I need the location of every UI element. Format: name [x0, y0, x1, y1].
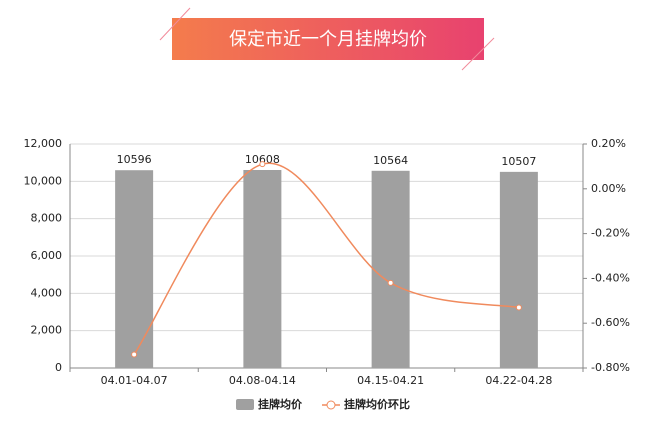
x-tick-label: 04.08-04.14: [229, 374, 296, 387]
data-label: 10596: [117, 153, 152, 166]
bar: [499, 171, 538, 368]
line: [133, 162, 520, 355]
x-tick-label: 04.01-04.07: [101, 374, 168, 387]
legend-label: 挂牌均价: [258, 397, 303, 411]
y-tick-label: 12,000: [24, 137, 63, 150]
legend-swatch: [236, 399, 254, 410]
y-tick-label: 6,000: [31, 249, 63, 262]
y-tick-label: 10,000: [24, 174, 63, 187]
y2-tick-label: -0.40%: [591, 271, 630, 284]
bar: [115, 170, 154, 368]
line-point: [387, 279, 394, 286]
bar: [243, 169, 282, 368]
y2-tick-label: 0.20%: [591, 137, 626, 150]
y2-tick-label: -0.60%: [591, 316, 630, 329]
legend-swatch: [326, 400, 336, 410]
x-tick-label: 04.15-04.21: [357, 374, 424, 387]
y-tick-label: 0: [55, 361, 62, 374]
y-tick-label: 8,000: [31, 212, 63, 225]
legend-label: 挂牌均价环比: [344, 397, 410, 411]
line-point: [515, 304, 522, 311]
y2-tick-label: 0.00%: [591, 182, 626, 195]
x-tick-label: 04.22-04.28: [485, 374, 552, 387]
y-tick-label: 2,000: [31, 324, 63, 337]
line-point: [259, 161, 266, 168]
data-label: 10507: [501, 155, 536, 168]
y2-tick-label: -0.20%: [591, 227, 630, 240]
line-point: [131, 351, 138, 358]
y2-tick-label: -0.80%: [591, 361, 630, 374]
chart-title: 保定市近一个月挂牌均价: [229, 29, 427, 50]
title-banner: [159, 7, 495, 71]
y-tick-label: 4,000: [31, 286, 63, 299]
data-label: 10564: [373, 154, 408, 167]
bar: [371, 170, 410, 368]
